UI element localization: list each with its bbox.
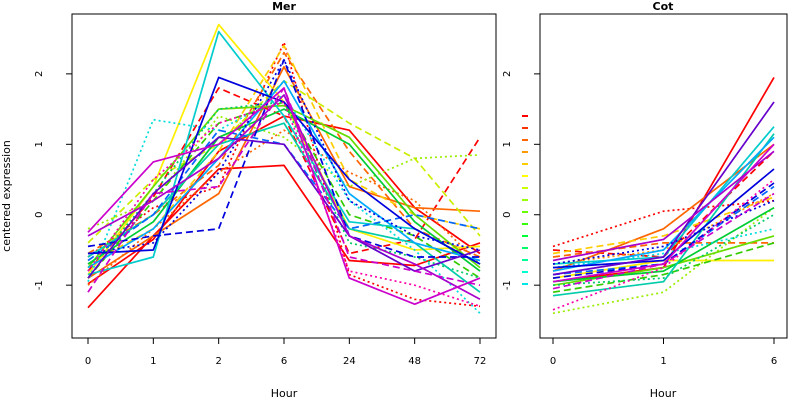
panel-cot-y-axis: -1 0 1 2 bbox=[502, 71, 540, 290]
mer-x-tick-label: 1 bbox=[150, 356, 156, 367]
mer-series-line bbox=[87, 108, 481, 272]
mer-x-tick-label: 6 bbox=[281, 356, 287, 367]
panel-mer-x-title: Hour bbox=[271, 387, 298, 400]
mer-y-tick-label: -1 bbox=[34, 280, 45, 290]
panel-mer-series bbox=[87, 23, 481, 314]
mer-series-line bbox=[87, 94, 481, 301]
cot-series-line bbox=[552, 150, 775, 258]
cot-x-tick-label: 6 bbox=[771, 356, 777, 367]
panel-cot-x-axis: 0 1 6 bbox=[550, 338, 777, 367]
cot-x-tick-label: 0 bbox=[550, 356, 556, 367]
cot-series-line bbox=[552, 168, 775, 269]
mer-y-tick-label: 2 bbox=[34, 71, 45, 77]
panel-cot: Cot 0 1 6 -1 0 1 2 Hour bbox=[502, 0, 788, 400]
panel-cot-legend bbox=[522, 115, 528, 285]
mer-x-tick-label: 2 bbox=[215, 356, 221, 367]
mer-series-line bbox=[87, 80, 481, 269]
cot-series-line bbox=[552, 143, 775, 283]
cot-y-tick-label: 0 bbox=[502, 212, 513, 218]
cot-series-line bbox=[552, 143, 775, 272]
mer-series-line bbox=[87, 44, 481, 265]
panel-mer-y-axis: -1 0 1 2 bbox=[34, 71, 72, 290]
cot-series-line bbox=[552, 136, 775, 272]
panel-cot-series bbox=[552, 76, 775, 315]
cot-series-line bbox=[552, 101, 775, 276]
mer-x-tick-label: 48 bbox=[408, 356, 421, 367]
cot-series-line bbox=[552, 242, 775, 294]
cot-series-line bbox=[552, 206, 775, 283]
mer-series-line bbox=[87, 76, 481, 265]
y-axis-title: centered expression bbox=[0, 140, 13, 252]
cot-series-line bbox=[552, 227, 775, 269]
panel-mer-x-axis: 0 1 2 6 24 48 72 bbox=[85, 338, 487, 367]
panel-cot-x-title: Hour bbox=[650, 387, 677, 400]
panel-cot-frame bbox=[539, 13, 788, 339]
mer-series-line bbox=[87, 101, 481, 308]
mer-y-tick-label: 0 bbox=[34, 212, 45, 218]
mer-series-line bbox=[87, 58, 481, 255]
cot-y-tick-label: -1 bbox=[502, 280, 513, 290]
mer-series-line bbox=[87, 58, 480, 258]
mer-x-tick-label: 72 bbox=[474, 356, 487, 367]
mer-series-line bbox=[87, 41, 481, 308]
mer-series-line bbox=[87, 87, 481, 306]
cot-series-line bbox=[552, 242, 774, 258]
panel-mer-frame bbox=[71, 13, 497, 339]
mer-x-tick-label: 24 bbox=[343, 356, 356, 367]
mer-series-line bbox=[87, 87, 481, 293]
cot-series-line bbox=[552, 150, 775, 262]
mer-series-line bbox=[87, 65, 481, 279]
cot-series-line bbox=[552, 199, 775, 248]
cot-y-tick-label: 2 bbox=[502, 71, 513, 77]
mer-y-tick-label: 1 bbox=[34, 141, 45, 147]
panel-cot-title: Cot bbox=[653, 0, 674, 13]
cot-series-line bbox=[552, 213, 775, 287]
panel-mer-title: Mer bbox=[272, 0, 296, 13]
cot-x-tick-label: 1 bbox=[660, 356, 666, 367]
cot-series-line bbox=[552, 199, 775, 265]
panel-mer: Mer 0 1 2 6 24 48 72 -1 0 1 2 Hour centered expre… bbox=[0, 0, 497, 400]
mer-x-tick-label: 0 bbox=[85, 356, 91, 367]
cot-y-tick-label: 1 bbox=[502, 141, 513, 147]
cot-series-line bbox=[552, 235, 775, 287]
mer-series-line bbox=[87, 104, 481, 269]
